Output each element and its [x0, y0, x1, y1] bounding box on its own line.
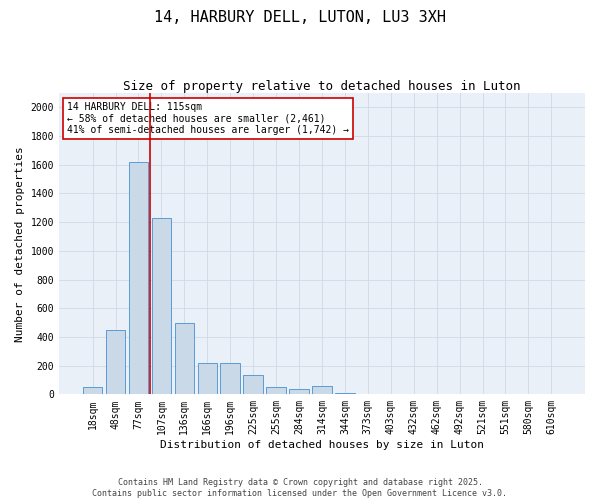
Bar [312, 386, 332, 394]
Bar [266, 387, 286, 394]
Bar [335, 393, 355, 394]
Bar [83, 387, 103, 394]
Text: Contains HM Land Registry data © Crown copyright and database right 2025.
Contai: Contains HM Land Registry data © Crown c… [92, 478, 508, 498]
Text: 14, HARBURY DELL, LUTON, LU3 3XH: 14, HARBURY DELL, LUTON, LU3 3XH [154, 10, 446, 25]
Bar [244, 375, 263, 394]
Bar [129, 162, 148, 394]
Bar [197, 364, 217, 394]
Text: 14 HARBURY DELL: 115sqm
← 58% of detached houses are smaller (2,461)
41% of semi: 14 HARBURY DELL: 115sqm ← 58% of detache… [67, 102, 349, 135]
X-axis label: Distribution of detached houses by size in Luton: Distribution of detached houses by size … [160, 440, 484, 450]
Bar [220, 364, 240, 394]
Title: Size of property relative to detached houses in Luton: Size of property relative to detached ho… [123, 80, 521, 93]
Bar [106, 330, 125, 394]
Bar [289, 390, 309, 394]
Bar [175, 322, 194, 394]
Y-axis label: Number of detached properties: Number of detached properties [15, 146, 25, 342]
Bar [152, 218, 171, 394]
